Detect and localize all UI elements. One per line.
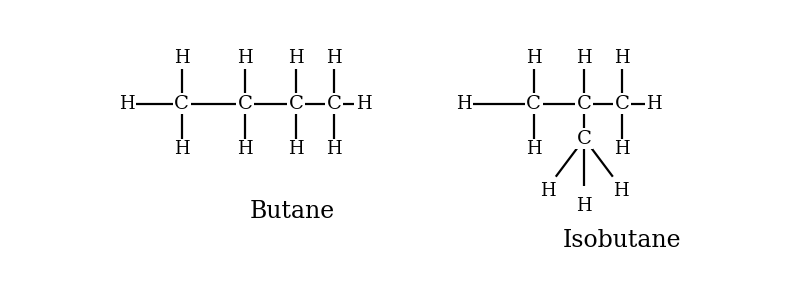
Text: H: H [577,49,592,67]
Text: H: H [526,49,542,67]
Text: H: H [540,182,555,200]
Text: H: H [326,141,342,158]
Text: H: H [614,141,630,158]
Text: H: H [577,197,592,216]
Text: C: C [326,95,342,113]
Text: Isobutane: Isobutane [563,229,682,252]
Text: C: C [526,95,541,113]
Text: H: H [526,141,542,158]
Text: H: H [174,141,190,158]
Text: C: C [615,95,630,113]
Text: H: H [614,182,629,200]
Text: C: C [238,95,253,113]
Text: H: H [456,95,472,113]
Text: H: H [614,49,630,67]
Text: C: C [577,130,592,148]
Text: H: H [326,49,342,67]
Text: C: C [577,95,592,113]
Text: H: H [119,95,134,113]
Text: H: H [288,141,304,158]
Text: H: H [288,49,304,67]
Text: H: H [238,49,253,67]
Text: C: C [174,95,190,113]
Text: H: H [238,141,253,158]
Text: H: H [646,95,662,113]
Text: Butane: Butane [250,200,335,223]
Text: H: H [174,49,190,67]
Text: H: H [356,95,371,113]
Text: C: C [289,95,303,113]
